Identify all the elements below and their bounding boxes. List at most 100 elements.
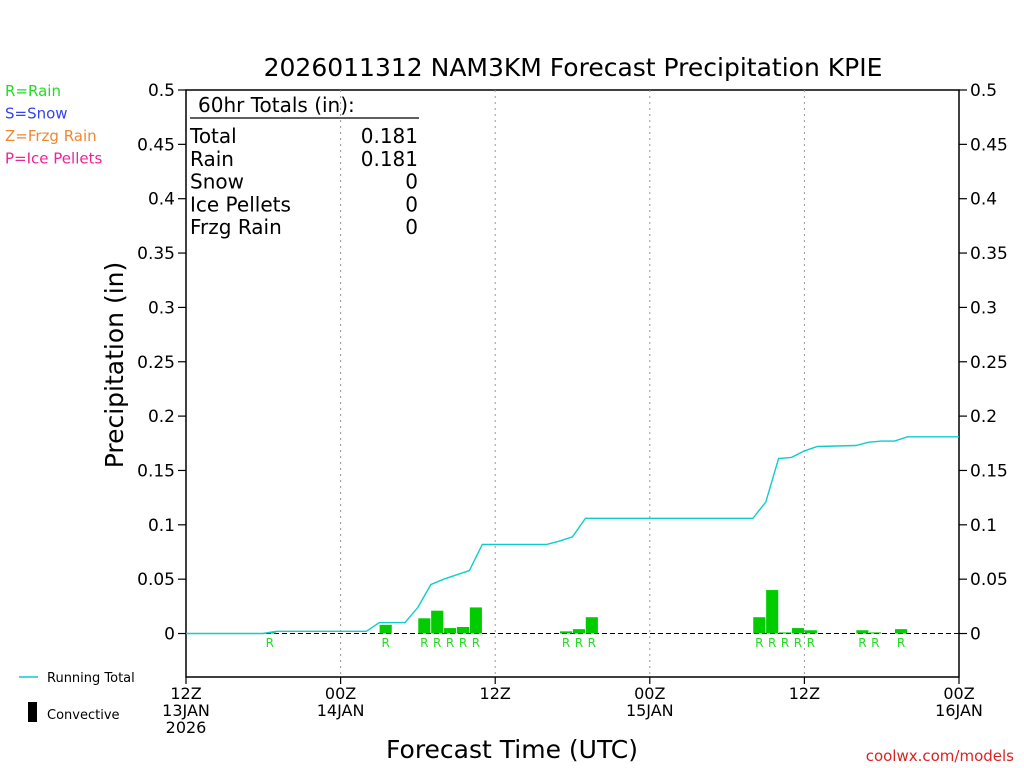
ptype-legend-entry: P=Ice Pellets — [5, 150, 102, 168]
y-tick-label-left: 0.25 — [137, 353, 175, 373]
ptype-legend-entry: Z=Frzg Rain — [5, 127, 97, 145]
precip-bar — [856, 630, 869, 634]
y-tick-label-right: 0.4 — [970, 190, 997, 210]
chart-title: 2026011312 NAM3KM Forecast Precipitation… — [264, 53, 883, 82]
x-tick-label: 14JAN — [317, 701, 365, 720]
ptype-marker: R — [794, 636, 802, 650]
precip-bar — [894, 629, 908, 634]
ptype-marker: R — [472, 636, 480, 650]
ptype-marker: R — [575, 636, 583, 650]
totals-row-label: Snow — [190, 170, 244, 194]
x-tick-label: 12Z — [480, 684, 511, 703]
x-axis-label: Forecast Time (UTC) — [386, 735, 638, 764]
x-tick-label: 16JAN — [935, 701, 983, 720]
ptype-legend: R=Rain S=Snow Z=Frzg Rain P=Ice Pellets — [5, 82, 102, 168]
y-tick-label-left: 0.05 — [137, 570, 175, 590]
ptype-marker: R — [433, 636, 441, 650]
precip-bar — [572, 629, 585, 634]
precip-bar — [444, 628, 457, 634]
plot-frame — [185, 89, 960, 678]
x-tick-label: 15JAN — [626, 701, 674, 720]
ptype-marker: R — [768, 636, 776, 650]
totals-row-value: 0 — [405, 170, 418, 194]
totals-row-label: Frzg Rain — [190, 215, 282, 239]
y-tick-label-left: 0.2 — [148, 407, 175, 427]
ptype-marker: R — [897, 636, 905, 650]
precip-bar — [766, 590, 779, 634]
y-tick-label-left: 0.5 — [148, 81, 175, 101]
precip-bar — [791, 628, 805, 634]
totals-header: 60hr Totals (in): — [198, 93, 355, 117]
ptype-marker: R — [446, 636, 454, 650]
y-tick-label-right: 0.1 — [970, 516, 997, 536]
y-tick-label-right: 0.15 — [970, 461, 1008, 481]
precip-bar — [869, 632, 882, 634]
ptype-marker: R — [781, 636, 789, 650]
precip-bar — [585, 617, 598, 634]
running-total-line — [186, 436, 959, 635]
watermark: coolwx.com/models — [866, 747, 1014, 765]
y-tick-label-right: 0.05 — [970, 570, 1008, 590]
y-tick-label-left: 0.45 — [137, 135, 175, 155]
y-tick-label-right: 0.25 — [970, 353, 1008, 373]
y-tick-label-left: 0.3 — [148, 298, 175, 318]
convective-legend-label: Convective — [47, 708, 120, 723]
y-axis-right: 0.5 0.45 0.4 0.35 0.3 0.25 0.2 0.15 0.1 0.05 0 — [959, 81, 1008, 645]
totals-row-label: Rain — [190, 147, 234, 171]
ptype-legend-entry: S=Snow — [5, 105, 68, 123]
y-tick-label-right: 0.35 — [970, 244, 1008, 264]
running-total-legend-label: Running Total — [47, 671, 135, 686]
totals-box: 60hr Totals (in): Total 0.181 Rain 0.181 Sno… — [189, 93, 419, 239]
y-axis-left: 0.5 0.45 0.4 0.35 0.3 0.25 0.2 0.15 0.1 0.05 0 — [137, 81, 186, 645]
x-tick-label: 12Z — [789, 684, 820, 703]
convective-legend-swatch — [28, 702, 37, 722]
precip-bar — [469, 607, 482, 634]
y-tick-label-right: 0.45 — [970, 135, 1008, 155]
y-tick-label-right: 0.3 — [970, 298, 997, 318]
vertical-grid — [340, 90, 805, 677]
totals-row-label: Ice Pellets — [190, 192, 291, 216]
precip-bar — [804, 630, 817, 634]
x-tick-label: 00Z — [325, 684, 356, 703]
totals-row-value: 0 — [405, 215, 418, 239]
precip-bar — [560, 631, 573, 634]
x-tick-label: 12Z — [170, 684, 201, 703]
y-tick-label-left: 0.15 — [137, 461, 175, 481]
precip-bar — [379, 624, 392, 634]
totals-row-value: 0 — [405, 192, 418, 216]
ptype-marker: R — [858, 636, 866, 650]
ptype-marker: R — [807, 636, 815, 650]
ptype-marker: R — [871, 636, 879, 650]
totals-row-label: Total — [189, 124, 237, 148]
bar-series — [263, 590, 908, 634]
ptype-legend-entry: R=Rain — [5, 82, 61, 100]
y-tick-label-right: 0.5 — [970, 81, 997, 101]
y-tick-label-left: 0 — [164, 625, 175, 645]
x-tick-label: 00Z — [943, 684, 974, 703]
ptype-marker: R — [588, 636, 596, 650]
y-tick-label-left: 0.4 — [148, 190, 175, 210]
ptype-marker: R — [420, 636, 428, 650]
totals-row-value: 0.181 — [361, 147, 418, 171]
y-tick-label-right: 0.2 — [970, 407, 997, 427]
y-tick-label-left: 0.1 — [148, 516, 175, 536]
x-tick-label: 2026 — [166, 718, 207, 737]
x-tick-label: 00Z — [634, 684, 665, 703]
ptype-marker: R — [266, 636, 274, 650]
precip-bar — [753, 617, 766, 634]
ptype-marker: R — [382, 636, 390, 650]
ptype-marker: R — [755, 636, 763, 650]
ptype-marker: R — [562, 636, 570, 650]
y-tick-label-right: 0 — [970, 625, 981, 645]
precip-bar — [779, 632, 792, 634]
x-tick-label: 13JAN — [162, 701, 210, 720]
y-tick-label-left: 0.35 — [137, 244, 175, 264]
ptype-marker: R — [459, 636, 467, 650]
precip-bar — [456, 626, 470, 634]
precip-bar — [418, 618, 431, 634]
totals-row-value: 0.181 — [361, 124, 418, 148]
y-axis-label: Precipitation (in) — [100, 262, 129, 469]
